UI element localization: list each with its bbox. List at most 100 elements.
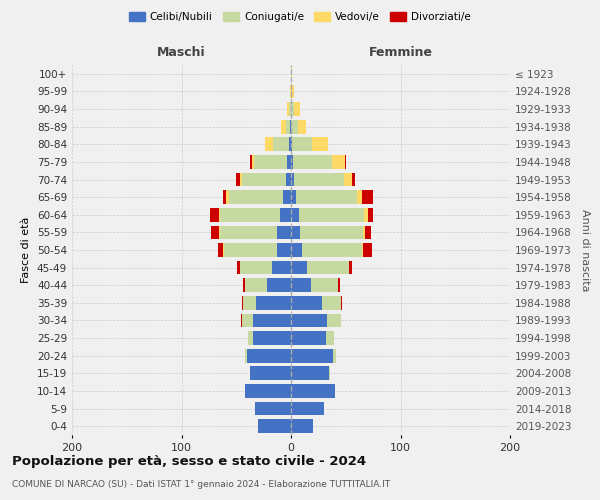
Bar (254, 155, 287, 169)
Bar (258, 420, 291, 433)
Text: Popolazione per età, sesso e stato civile - 2024: Popolazione per età, sesso e stato civil… (12, 455, 366, 468)
Y-axis label: Fasce di età: Fasce di età (22, 217, 31, 283)
Bar (253, 331, 291, 345)
Bar (290, 120, 291, 134)
Bar (327, 314, 341, 328)
Bar (341, 296, 343, 310)
Legend: Celibi/Nubili, Coniugati/e, Vedovi/e, Divorziati/e: Celibi/Nubili, Coniugati/e, Vedovi/e, Di… (125, 8, 475, 26)
Text: COMUNE DI NARCAO (SU) - Dati ISTAT 1° gennaio 2024 - Elaborazione TUTTITALIA.IT: COMUNE DI NARCAO (SU) - Dati ISTAT 1° ge… (12, 480, 390, 489)
Bar (365, 226, 371, 239)
Bar (362, 243, 363, 257)
Bar (291, 84, 292, 98)
Bar (238, 260, 239, 274)
Bar (223, 243, 224, 257)
Bar (267, 278, 291, 292)
Bar (247, 349, 291, 362)
Bar (363, 243, 372, 257)
Bar (363, 226, 365, 239)
Bar (219, 226, 220, 239)
Bar (289, 138, 291, 151)
Bar (211, 226, 219, 239)
Bar (210, 208, 219, 222)
Bar (338, 278, 340, 292)
Bar (291, 155, 293, 169)
Bar (311, 278, 338, 292)
Bar (277, 226, 291, 239)
Bar (291, 102, 294, 116)
Bar (265, 138, 274, 151)
Bar (223, 190, 226, 204)
Bar (286, 120, 290, 134)
Text: Femmine: Femmine (368, 46, 433, 59)
Y-axis label: Anni di nascita: Anni di nascita (580, 209, 590, 291)
Bar (291, 67, 292, 80)
Bar (248, 331, 253, 345)
Bar (298, 120, 307, 134)
Bar (290, 84, 291, 98)
Text: Maschi: Maschi (157, 46, 206, 59)
Bar (226, 190, 229, 204)
Bar (299, 208, 364, 222)
Bar (291, 349, 332, 362)
Bar (245, 384, 291, 398)
Bar (250, 155, 251, 169)
Bar (281, 120, 286, 134)
Bar (255, 402, 291, 415)
Bar (292, 84, 294, 98)
Bar (344, 155, 346, 169)
Bar (291, 138, 292, 151)
Bar (287, 102, 289, 116)
Bar (291, 260, 307, 274)
Bar (224, 243, 277, 257)
Bar (280, 208, 291, 222)
Bar (300, 226, 363, 239)
Bar (243, 296, 256, 310)
Bar (239, 172, 242, 186)
Bar (242, 296, 243, 310)
Bar (349, 260, 352, 274)
Bar (364, 208, 368, 222)
Bar (312, 138, 328, 151)
Bar (253, 314, 291, 328)
Bar (236, 172, 239, 186)
Bar (272, 260, 291, 274)
Bar (277, 243, 291, 257)
Bar (251, 155, 254, 169)
Bar (294, 102, 300, 116)
Bar (291, 296, 322, 310)
Bar (291, 314, 327, 328)
Bar (291, 331, 326, 345)
Bar (245, 278, 267, 292)
Bar (362, 190, 373, 204)
Bar (296, 190, 357, 204)
Bar (219, 208, 220, 222)
Bar (256, 296, 291, 310)
Bar (291, 172, 294, 186)
Bar (291, 243, 302, 257)
Bar (291, 190, 296, 204)
Bar (357, 190, 362, 204)
Bar (287, 155, 291, 169)
Bar (294, 172, 344, 186)
Bar (245, 349, 247, 362)
Bar (291, 384, 335, 398)
Bar (250, 366, 291, 380)
Bar (291, 226, 300, 239)
Bar (332, 349, 336, 362)
Bar (218, 243, 223, 257)
Bar (274, 138, 289, 151)
Bar (326, 331, 334, 345)
Bar (220, 208, 280, 222)
Bar (291, 366, 329, 380)
Bar (293, 155, 332, 169)
Bar (283, 190, 291, 204)
Bar (291, 120, 298, 134)
Bar (292, 138, 312, 151)
Bar (322, 296, 341, 310)
Bar (242, 172, 286, 186)
Bar (332, 155, 344, 169)
Bar (291, 278, 311, 292)
Bar (239, 260, 272, 274)
Bar (243, 278, 245, 292)
Bar (352, 172, 355, 186)
